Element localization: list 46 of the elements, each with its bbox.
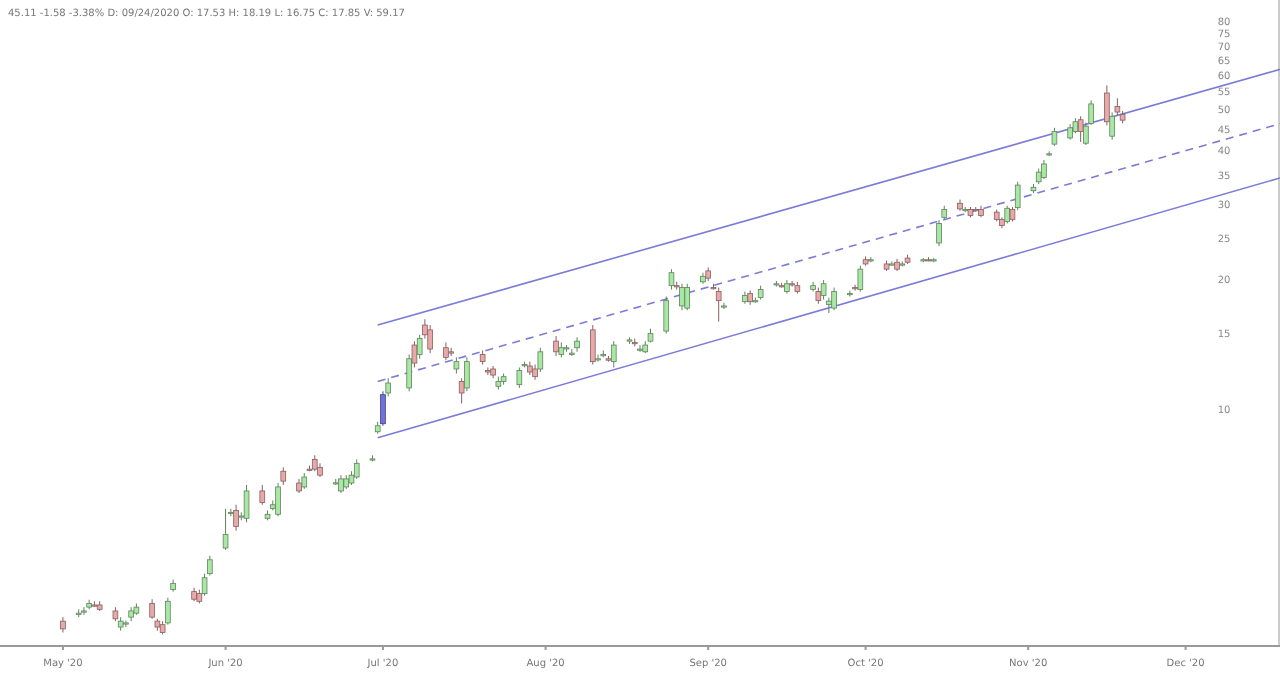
candlestick: [684, 283, 691, 311]
candlestick: [233, 504, 239, 532]
candlestick: [789, 280, 795, 288]
candlestick: [385, 377, 391, 397]
candlestick: [537, 347, 544, 373]
candlestick: [1077, 115, 1084, 143]
candlestick: [222, 508, 229, 551]
candlestick: [589, 324, 596, 366]
candlestick: [464, 356, 470, 392]
candlestick: [936, 219, 942, 247]
candlestick: [820, 279, 827, 301]
candlestick: [721, 302, 727, 310]
candlestick: [1051, 127, 1058, 147]
candlestick: [275, 482, 281, 517]
candlestick: [574, 336, 580, 353]
candlestick: [149, 598, 155, 620]
candlestick: [416, 334, 423, 360]
candlestick: [1109, 111, 1115, 141]
candlestick: [595, 354, 601, 363]
candlestick: [857, 265, 864, 293]
candlestick: [427, 324, 433, 354]
candlestick: [516, 366, 523, 389]
candlestick: [852, 284, 858, 292]
candlestick: [353, 458, 360, 480]
candlestick: [458, 377, 465, 405]
candlestick: [123, 620, 129, 628]
candlestick: [165, 597, 171, 626]
candlestick: [715, 287, 722, 323]
candlestick: [380, 390, 386, 427]
candlestick: [679, 283, 685, 311]
candlestick: [81, 606, 87, 616]
candlestick: [1041, 159, 1047, 180]
candlestick: [243, 484, 250, 523]
candlestick: [810, 281, 816, 293]
candlestick: [831, 287, 837, 311]
candlestick: [485, 366, 491, 376]
candlestick: [1014, 181, 1021, 211]
candlestick: [637, 344, 643, 353]
candlestick: [1104, 84, 1110, 126]
candlestick: [663, 296, 670, 335]
candlestick: [406, 354, 412, 392]
candlestick: [448, 347, 454, 357]
candlestick: [668, 268, 675, 291]
candlestick: [259, 484, 266, 506]
candlestick: [553, 335, 559, 357]
candlestick: [411, 340, 418, 368]
